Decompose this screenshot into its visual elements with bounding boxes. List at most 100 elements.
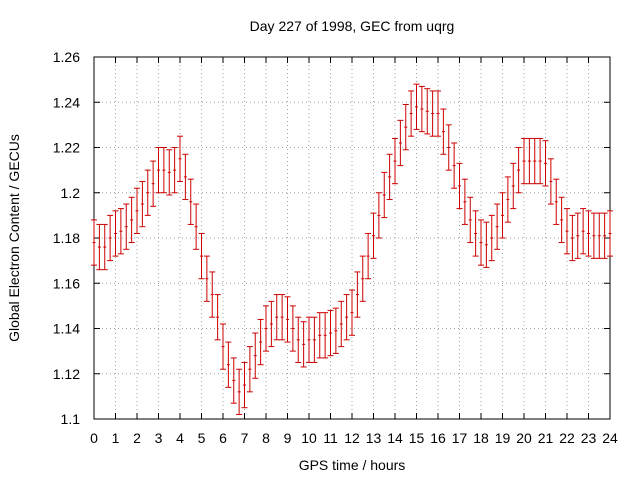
error-bar: [349, 289, 355, 336]
error-bar: [295, 316, 302, 363]
error-bar: [365, 232, 372, 280]
x-tick-label: 3: [155, 430, 163, 446]
error-bar: [322, 312, 329, 359]
error-bar: [547, 158, 554, 205]
error-bar: [429, 90, 436, 137]
error-bar: [182, 153, 189, 201]
x-tick-label: 20: [516, 430, 532, 446]
error-bar: [284, 296, 291, 343]
x-tick-labels: 0 1 2 3 4 5 6 7 8 9 10 11 12 13 14 15 16 17 18 19 20 21 22 23 24: [90, 430, 618, 446]
error-bar: [128, 196, 135, 244]
error-bar: [386, 153, 393, 201]
error-bar: [558, 196, 565, 244]
error-bar: [300, 321, 307, 368]
error-bar: [236, 368, 243, 415]
error-bar: [504, 176, 511, 223]
error-bar: [327, 309, 334, 357]
x-tick-label: 18: [473, 430, 489, 446]
error-bar: [279, 294, 286, 341]
error-bar: [193, 203, 200, 250]
y-axis-label: Global Electron Content / GECUs: [6, 134, 22, 342]
x-tick-label: 24: [602, 430, 618, 446]
error-bar: [203, 255, 210, 302]
error-bar: [526, 137, 533, 185]
x-tick-label: 14: [387, 430, 403, 446]
error-bar: [246, 346, 253, 393]
y-tick-label: 1.2: [61, 185, 81, 201]
error-bar: [187, 178, 194, 225]
error-bar: [499, 192, 506, 239]
x-tick-label: 21: [538, 430, 554, 446]
error-bar: [542, 140, 549, 187]
x-tick-label: 19: [495, 430, 511, 446]
error-bar: [332, 307, 339, 354]
error-bar: [112, 210, 119, 257]
error-bar: [91, 219, 97, 266]
x-tick-label: 11: [323, 430, 338, 446]
error-bar: [424, 88, 431, 135]
x-tick-label: 0: [90, 430, 98, 446]
error-bar: [289, 305, 296, 352]
error-bar: [451, 142, 458, 189]
error-bar: [343, 294, 350, 341]
error-bar: [531, 137, 538, 185]
error-bar: [354, 271, 361, 318]
error-bar: [510, 162, 517, 210]
error-bar: [214, 294, 221, 341]
x-tick-label: 16: [430, 430, 446, 446]
error-bar: [311, 316, 318, 363]
error-bar: [171, 147, 178, 194]
error-bar: [359, 255, 366, 302]
error-bar: [257, 318, 264, 366]
error-bar: [456, 162, 463, 210]
error-bar: [252, 332, 259, 379]
error-bar: [418, 85, 425, 133]
error-bar: [123, 203, 130, 250]
y-tick-label: 1.24: [53, 94, 80, 110]
error-bar: [467, 196, 474, 244]
error-bar: [397, 119, 404, 167]
error-bar: [402, 104, 409, 151]
error-bar: [478, 219, 484, 266]
x-tick-label: 17: [452, 430, 468, 446]
error-bar: [494, 203, 501, 250]
x-axis-label: GPS time / hours: [299, 457, 406, 473]
error-bar: [553, 178, 560, 225]
error-bar: [585, 210, 592, 257]
error-bar: [107, 214, 114, 262]
error-bar: [263, 305, 269, 352]
error-bar: [564, 208, 570, 255]
x-tick-label: 2: [133, 430, 141, 446]
error-bar: [139, 180, 146, 228]
error-bar: [488, 214, 495, 262]
error-bar: [273, 294, 280, 341]
error-bar: [230, 357, 237, 404]
error-bar: [440, 108, 447, 155]
error-bar: [607, 210, 613, 257]
error-bar: [150, 160, 157, 207]
error-bar: [220, 323, 226, 370]
x-tick-label: 9: [284, 430, 292, 446]
y-tick-labels: 1.1 1.12 1.14 1.16 1.18 1.2 1.22 1.24 1.26: [53, 49, 80, 427]
x-tick-label: 22: [559, 430, 575, 446]
error-bar: [101, 223, 108, 271]
error-bar: [515, 147, 522, 194]
error-bar: [569, 214, 576, 262]
error-bar: [241, 361, 248, 409]
error-bar: [177, 135, 183, 182]
x-tick-label: 4: [176, 430, 184, 446]
axis-ticks: [93, 56, 611, 420]
y-tick-label: 1.18: [53, 230, 80, 246]
x-tick-label: 6: [219, 430, 227, 446]
error-bar: [408, 90, 415, 137]
error-bar: [225, 341, 232, 388]
error-bar: [601, 212, 608, 259]
error-bar: [381, 171, 388, 219]
error-bar: [375, 192, 382, 239]
error-bar: [96, 223, 103, 271]
x-tick-label: 1: [112, 430, 120, 446]
x-tick-label: 7: [241, 430, 249, 446]
x-tick-label: 5: [198, 430, 206, 446]
y-tick-label: 1.22: [53, 140, 80, 156]
